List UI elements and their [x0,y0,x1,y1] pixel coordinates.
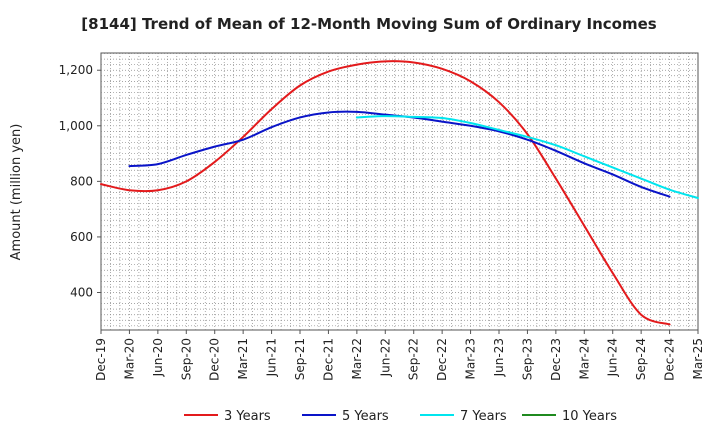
x-tick-label: Jun-21 [265,338,279,377]
x-tick-label: Sep-23 [520,338,534,380]
series-line-7-years [355,115,699,200]
x-tick-label: Dec-19 [94,338,108,381]
x-tick-label: Dec-20 [208,338,222,381]
x-tick-label: Sep-22 [407,338,421,380]
x-tick-label: Mar-25 [691,338,705,379]
x-tick-label: Jun-20 [151,338,165,377]
y-tick-label: 800 [70,174,93,188]
x-tick-label: Dec-21 [321,338,335,381]
x-tick-label: Jun-23 [492,338,506,377]
legend-label-3-years: 3 Years [224,409,271,424]
x-tick-label: Jun-24 [606,338,620,377]
series-line-3-years [100,60,671,326]
x-tick-label: Mar-20 [122,338,136,379]
legend: 3 Years 5 Years 7 Years 10 Years [184,409,617,424]
x-tick-label: Mar-21 [236,338,250,379]
series-layer [100,60,699,326]
plot-area [100,52,699,331]
x-tick-label: Sep-21 [293,338,307,380]
y-tick-label: 600 [70,230,93,244]
x-axis: Dec-19 Mar-20 Jun-20 Sep-20 Dec-20 Mar-21 Jun-… [94,330,705,381]
y-axis-label: Amount (million yen) [9,124,24,261]
x-tick-label: Mar-22 [350,338,364,379]
legend-label-7-years: 7 Years [460,409,507,424]
x-tick-label: Dec-22 [435,338,449,381]
x-tick-label: Sep-24 [634,338,648,380]
x-tick-label: Dec-23 [549,338,563,381]
y-tick-label: 400 [70,285,93,299]
y-axis: 400 600 800 1,000 1,200 [59,63,101,299]
x-tick-label: Mar-23 [464,338,478,379]
y-tick-label: 1,000 [59,119,93,133]
x-tick-label: Dec-24 [663,338,677,381]
legend-label-5-years: 5 Years [342,409,389,424]
x-tick-label: Mar-24 [577,338,591,379]
plot-frame [100,52,699,331]
x-tick-label: Sep-20 [179,338,193,380]
y-tick-label: 1,200 [59,63,93,77]
legend-label-10-years: 10 Years [562,409,617,424]
x-tick-label: Jun-22 [378,338,392,377]
chart-title: [8144] Trend of Mean of 12-Month Moving … [81,15,656,33]
grid [101,53,698,330]
